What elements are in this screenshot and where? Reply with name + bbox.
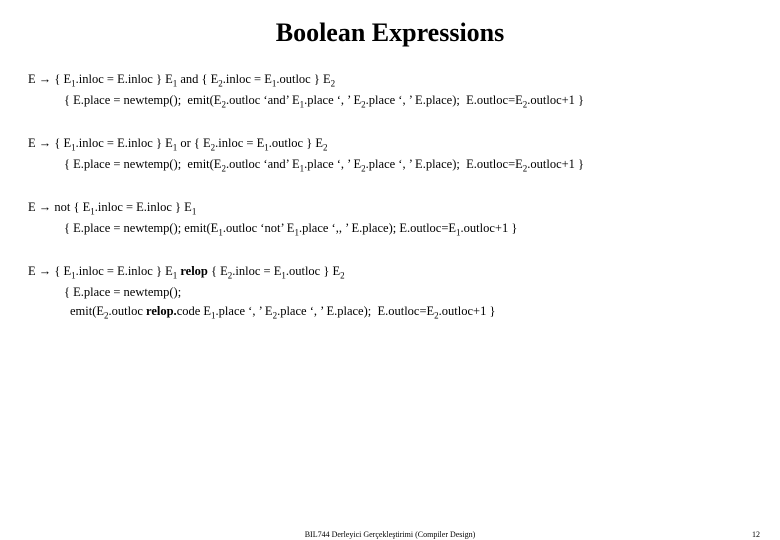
- rule-line: E → { E1.inloc = E.inloc } E1 relop { E2…: [28, 262, 752, 283]
- rule-line: E → { E1.inloc = E.inloc } E1 or { E2.in…: [28, 134, 752, 155]
- footer-text: BIL744 Derleyici Gerçekleştirimi (Compil…: [305, 530, 476, 539]
- rule-relop: E → { E1.inloc = E.inloc } E1 relop { E2…: [28, 262, 752, 323]
- rule-or: E → { E1.inloc = E.inloc } E1 or { E2.in…: [28, 134, 752, 176]
- rule-line: { E.place = newtemp(); emit(E2.outloc ‘a…: [28, 91, 752, 112]
- rule-line: { E.place = newtemp(); emit(E2.outloc ‘a…: [28, 155, 752, 176]
- rule-line: { E.place = newtemp(); emit(E1.outloc ‘n…: [28, 219, 752, 240]
- rule-and: E → { E1.inloc = E.inloc } E1 and { E2.i…: [28, 70, 752, 112]
- rule-line: E → not { E1.inloc = E.inloc } E1: [28, 198, 752, 219]
- rule-line: E → { E1.inloc = E.inloc } E1 and { E2.i…: [28, 70, 752, 91]
- rule-line: emit(E2.outloc relop.code E1.place ‘, ’ …: [28, 302, 752, 323]
- rule-line: { E.place = newtemp();: [28, 283, 752, 302]
- rule-not: E → not { E1.inloc = E.inloc } E1 { E.pl…: [28, 198, 752, 240]
- page-number: 12: [752, 530, 760, 539]
- page-title: Boolean Expressions: [28, 18, 752, 48]
